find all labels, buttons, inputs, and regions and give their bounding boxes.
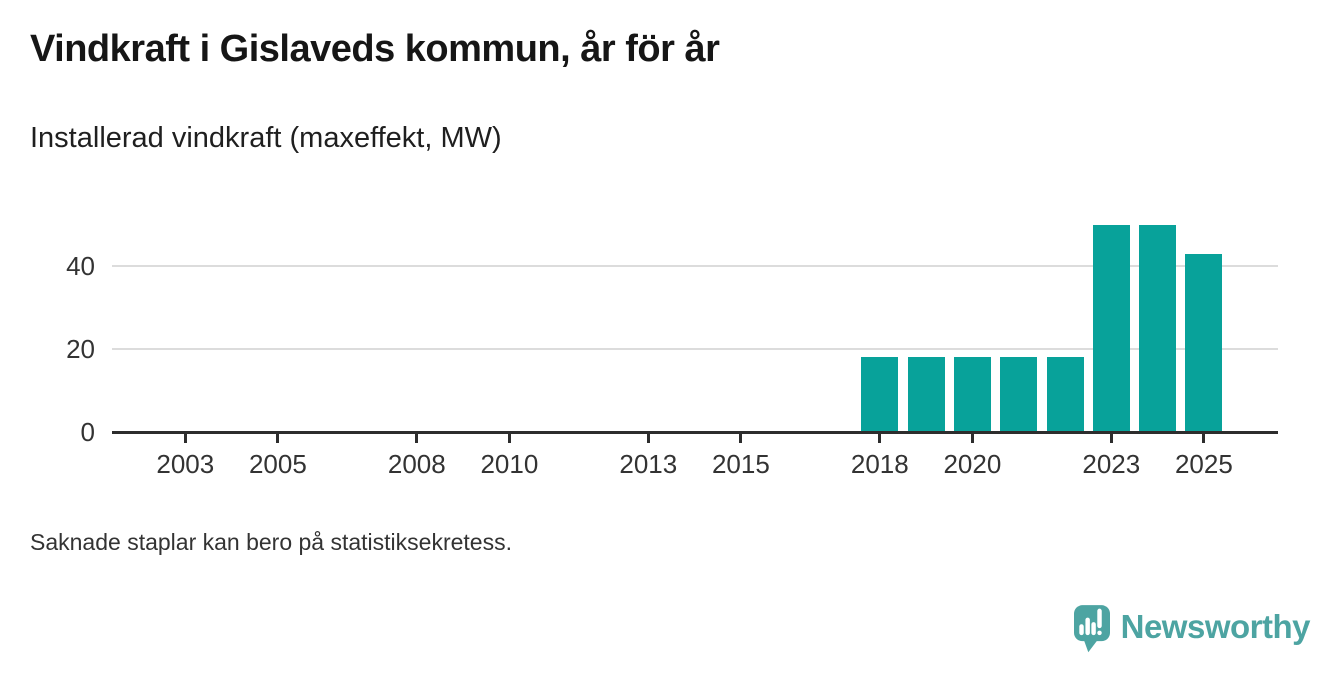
x-axis-tick-label: 2020 xyxy=(943,449,1002,479)
x-axis-tick-label: 2025 xyxy=(1174,449,1233,479)
logo-bar-1 xyxy=(1078,624,1084,636)
y-axis-tick-label: 20 xyxy=(66,334,95,365)
x-axis-tick-2003 xyxy=(183,433,187,443)
x-axis-tick-label: 2013 xyxy=(619,449,678,479)
bar-2023 xyxy=(1092,224,1130,432)
x-axis-tick-2008 xyxy=(415,433,419,443)
newsworthy-logo: Newsworthy xyxy=(1073,605,1311,653)
y-axis-tick-label: 40 xyxy=(66,251,95,282)
gridline-40 xyxy=(112,265,1278,268)
x-axis-tick-label: 2023 xyxy=(1082,449,1141,479)
gridline-20 xyxy=(112,348,1278,351)
footnote: Saknade staplar kan bero på statistiksek… xyxy=(30,529,512,555)
newsworthy-speech-bubble-icon xyxy=(1073,605,1110,653)
x-axis-tick-2018 xyxy=(878,433,882,443)
x-axis-tick-label: 2018 xyxy=(850,449,909,479)
bar-2022 xyxy=(1046,357,1084,432)
x-axis-tick-2005 xyxy=(276,433,280,443)
logo-bar-3 xyxy=(1090,622,1096,636)
x-axis-tick-label: 2005 xyxy=(248,449,307,479)
y-axis-tick-label: 0 xyxy=(80,417,95,447)
x-axis-tick-label: 2008 xyxy=(387,449,446,479)
bar-2025 xyxy=(1185,253,1223,432)
chart-title: Vindkraft i Gislaveds kommun, år för år xyxy=(30,28,720,70)
x-axis-tick-2015 xyxy=(739,433,743,443)
x-axis-tick-2010 xyxy=(507,433,511,443)
bar-2021 xyxy=(1000,357,1038,432)
x-axis-tick-2013 xyxy=(646,433,650,443)
x-axis-tick-label: 2003 xyxy=(156,449,215,479)
bar-2024 xyxy=(1139,224,1177,432)
x-axis-tick-2025 xyxy=(1202,433,1206,443)
newsworthy-wordmark: Newsworthy xyxy=(1120,608,1311,645)
x-axis-tick-label: 2015 xyxy=(711,449,770,479)
logo-bar-2 xyxy=(1085,617,1090,636)
x-axis-tick-2020 xyxy=(970,433,974,443)
x-axis-tick-2023 xyxy=(1109,433,1113,443)
chart-subtitle: Installerad vindkraft (maxeffekt, MW) xyxy=(30,122,502,154)
logo-exclamation-dot xyxy=(1096,630,1102,636)
x-axis-tick-label: 2010 xyxy=(480,449,539,479)
bar-2018 xyxy=(861,357,899,432)
bar-2020 xyxy=(953,357,991,432)
logo-exclamation-stem xyxy=(1096,608,1102,629)
x-axis-line xyxy=(112,430,1278,434)
bar-2019 xyxy=(907,357,945,432)
